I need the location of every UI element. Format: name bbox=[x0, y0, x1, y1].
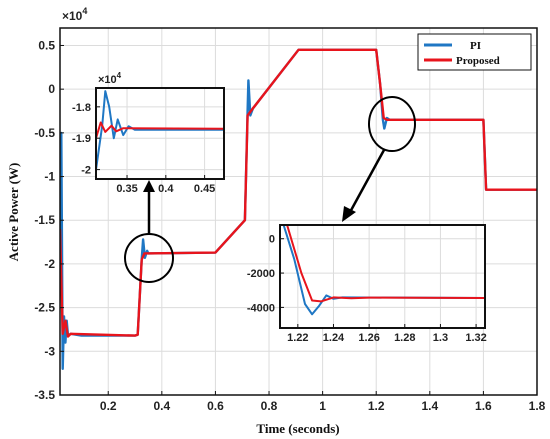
main-ytick-label: -2 bbox=[44, 257, 55, 271]
inset1-grid bbox=[96, 88, 224, 179]
main-xtick-label: 0.8 bbox=[261, 399, 278, 413]
main-ytick-label: -1 bbox=[44, 170, 55, 184]
inset1-ytick-label: -1.9 bbox=[72, 133, 91, 145]
main-xtick-label: 1.8 bbox=[529, 399, 546, 413]
inset1-series bbox=[96, 90, 224, 170]
inset2-xtick-label: 1.3 bbox=[433, 332, 448, 344]
arrow-right-shaft bbox=[347, 149, 386, 215]
x-axis-label: Time (seconds) bbox=[256, 421, 339, 436]
inset1-xtick-label: 0.4 bbox=[158, 183, 174, 195]
inset2-xtick-label: 1.24 bbox=[323, 332, 345, 344]
inset2-xtick-label: 1.26 bbox=[358, 332, 379, 344]
main-xtick-label: 0.4 bbox=[153, 399, 170, 413]
inset1-frame bbox=[95, 87, 225, 180]
inset1-tick-labels: 0.35 0.4 0.45 -1.8 -1.9 -2 bbox=[72, 102, 215, 195]
main-ytick-label: -2.5 bbox=[34, 301, 55, 315]
legend-label-pi: PI bbox=[470, 40, 481, 52]
y-axis-label: Active Power (W) bbox=[6, 163, 21, 262]
main-ytick-label: -3.5 bbox=[34, 388, 55, 402]
inset2-ytick-label: -2000 bbox=[247, 268, 275, 280]
inset1-series-proposed bbox=[96, 121, 224, 139]
inset1-ytick-label: -1.8 bbox=[72, 102, 91, 114]
main-xtick-label: 1 bbox=[319, 399, 326, 413]
inset2-xtick-label: 1.28 bbox=[394, 332, 415, 344]
main-xtick-label: 0.2 bbox=[100, 399, 117, 413]
main-ytick-label: -3 bbox=[44, 344, 55, 358]
arrow-left-head bbox=[143, 180, 155, 192]
main-ytick-label: 0 bbox=[48, 82, 55, 96]
zoom-circle-left bbox=[124, 233, 174, 283]
inset2-series-proposed bbox=[286, 225, 485, 303]
main-series bbox=[60, 48, 537, 370]
legend-label-proposed: Proposed bbox=[456, 55, 500, 67]
main-series-proposed bbox=[60, 48, 537, 338]
inset1-y-multiplier: ×104 bbox=[98, 71, 122, 86]
inset2-series bbox=[282, 225, 485, 316]
main-xtick-label: 0.6 bbox=[207, 399, 224, 413]
inset1-background bbox=[96, 88, 224, 179]
inset2-frame bbox=[279, 224, 486, 329]
annotations bbox=[124, 96, 416, 283]
inset1-ytick-label: -2 bbox=[81, 165, 91, 177]
inset1-xtick-label: 0.45 bbox=[194, 183, 215, 195]
main-ytick-label: 0.5 bbox=[38, 38, 55, 52]
inset1-xtick-label: 0.35 bbox=[116, 183, 137, 195]
arrow-right-head bbox=[342, 206, 356, 222]
main-xtick-label: 1.6 bbox=[475, 399, 492, 413]
main-ytick-label: -0.5 bbox=[34, 126, 55, 140]
main-ytick-label: -1.5 bbox=[34, 213, 55, 227]
zoom-circle-right bbox=[368, 96, 416, 152]
inset2-xtick-label: 1.22 bbox=[287, 332, 308, 344]
main-y-multiplier: ×104 bbox=[62, 6, 87, 23]
legend: PI Proposed bbox=[417, 33, 532, 71]
main-plot-frame bbox=[59, 27, 538, 396]
inset2-ytick-label: 0 bbox=[269, 234, 275, 246]
inset2-ytick-label: -4000 bbox=[247, 302, 275, 314]
main-tick-labels: 0.2 0.4 0.6 0.8 1 1.2 1.4 1.6 1.8 0.5 0 -0.5 -1 -1.5 -… bbox=[34, 38, 545, 413]
inset2-grid bbox=[280, 225, 485, 328]
main-xtick-label: 1.4 bbox=[421, 399, 438, 413]
inset2-xtick-label: 1.32 bbox=[465, 332, 486, 344]
main-xtick-label: 1.2 bbox=[368, 399, 385, 413]
inset2-tick-labels: 1.22 1.24 1.26 1.28 1.3 1.32 0 -2000 -4000 bbox=[247, 234, 487, 344]
